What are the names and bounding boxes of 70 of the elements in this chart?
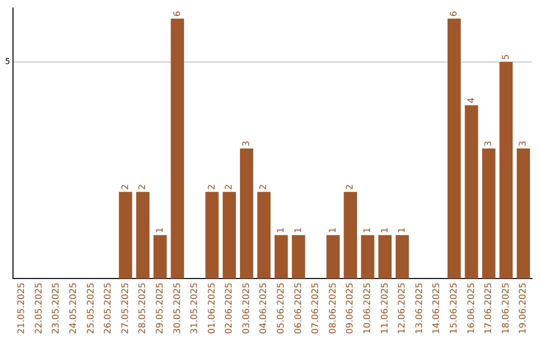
data-label: 2 [259,184,270,190]
data-label: 1 [398,227,408,234]
x-tick-label: 01.06.2025 [207,282,218,334]
data-label: 2 [138,184,148,190]
x-tick-label: 25.05.2025 [86,282,96,334]
bar [499,62,513,278]
data-label: 6 [172,10,183,17]
data-label: 3 [242,140,252,147]
bar [170,18,184,278]
x-tick-label: 28.05.2025 [138,282,148,334]
x-tick-label: 05.06.2025 [276,282,287,334]
x-tick-label: 06.06.2025 [294,282,304,334]
x-tick-label: 10.06.2025 [363,282,374,334]
bar [222,192,236,278]
data-label: 2 [346,184,356,190]
data-label: 2 [120,184,131,190]
x-tick-label: 26.05.2025 [104,282,114,334]
data-label: 4 [466,97,477,104]
bar [344,192,357,278]
bar [257,192,271,278]
x-tick-label: 17.06.2025 [484,282,494,334]
x-tick-label: 14.06.2025 [432,282,442,334]
x-tick-label: 18.06.2025 [501,282,512,334]
bar [274,235,288,278]
x-tick-label: 27.05.2025 [120,282,131,334]
data-label: 3 [484,140,494,147]
bar [516,148,530,278]
x-tick-label: 19.06.2025 [518,282,529,334]
bar [361,235,374,278]
bar [378,235,392,278]
x-tick-label: 30.05.2025 [172,282,183,334]
x-tick-label: 23.05.2025 [52,282,62,334]
bar [482,148,496,278]
x-tick-label: 12.06.2025 [398,282,408,334]
bar [205,192,219,278]
bar [240,148,254,278]
bar [136,192,150,278]
x-tick-label: 24.05.2025 [68,282,79,334]
data-label: 6 [450,10,460,17]
bar [154,235,167,278]
data-label: 2 [224,184,235,190]
data-label: 1 [363,227,374,234]
bar [464,105,478,278]
bar [448,18,461,278]
data-label: 1 [276,227,287,234]
data-label: 2 [207,184,218,190]
x-tick-label: 04.06.2025 [259,282,270,334]
x-tick-label: 22.05.2025 [34,282,44,334]
x-tick-label: 08.06.2025 [328,282,338,334]
bar [396,235,409,278]
x-tick-label: 31.05.2025 [190,282,200,334]
bar [292,235,306,278]
x-tick-label: 16.06.2025 [466,282,477,334]
data-label: 5 [501,54,512,60]
data-label: 1 [328,227,338,234]
data-label: 1 [294,227,304,234]
x-tick-label: 02.06.2025 [224,282,235,334]
bar [118,192,132,278]
data-label: 1 [380,227,390,234]
x-tick-label: 15.06.2025 [450,282,460,334]
data-label: 3 [518,140,529,147]
data-label: 1 [155,227,166,234]
x-tick-label: 21.05.2025 [17,282,28,334]
x-tick-label: 09.06.2025 [346,282,356,334]
x-tick-label: 13.06.2025 [414,282,425,334]
x-tick-label: 03.06.2025 [242,282,252,334]
bar [326,235,340,278]
x-tick-label: 11.06.2025 [380,282,390,334]
x-tick-label: 29.05.2025 [155,282,166,334]
x-tick-label: 07.06.2025 [311,282,322,334]
